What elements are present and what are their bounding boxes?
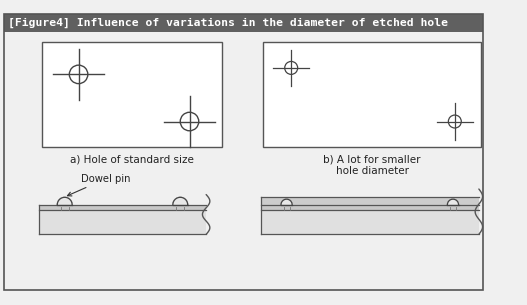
Text: b) A lot for smaller
hole diameter: b) A lot for smaller hole diameter: [324, 155, 421, 176]
Bar: [261, 197, 479, 205]
Bar: [264, 42, 481, 147]
Text: Dowel pin: Dowel pin: [67, 174, 131, 196]
Polygon shape: [281, 199, 292, 205]
Polygon shape: [447, 199, 458, 205]
Bar: [261, 210, 479, 234]
Bar: [39, 210, 206, 234]
Bar: [39, 205, 206, 210]
Bar: [261, 205, 479, 210]
Polygon shape: [173, 197, 188, 205]
Text: [Figure4] Influence of variations in the diameter of etched hole: [Figure4] Influence of variations in the…: [8, 18, 448, 28]
Bar: [4, 14, 483, 32]
Polygon shape: [57, 197, 72, 205]
Bar: [42, 42, 222, 147]
Text: a) Hole of standard size: a) Hole of standard size: [70, 155, 193, 165]
